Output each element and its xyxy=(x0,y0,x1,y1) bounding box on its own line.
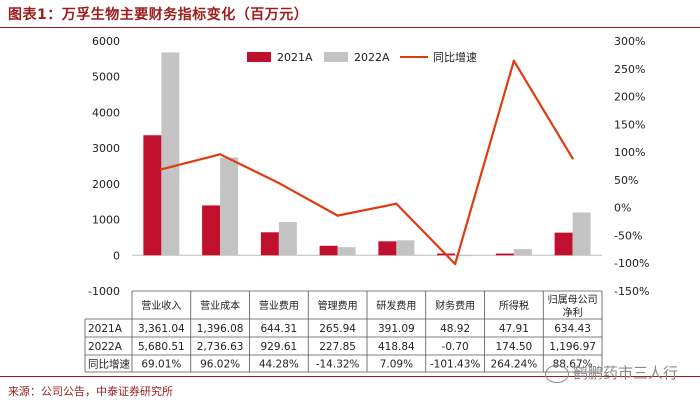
y-right-tick-label: 300% xyxy=(614,35,645,48)
y-right-tick-label: 250% xyxy=(614,63,645,76)
table-cell-value: -14.32% xyxy=(316,359,360,371)
bar-2022A xyxy=(572,212,591,256)
table-category-label: 管理费用 xyxy=(318,299,358,312)
table-category-label: 营业收入 xyxy=(141,299,181,312)
legend-swatch-2021A xyxy=(247,52,271,62)
bar-2021A xyxy=(378,241,397,256)
table-cell-value: 644.31 xyxy=(261,323,298,335)
table-cell-value: -101.43% xyxy=(430,359,481,371)
legend-label-2022A: 2022A xyxy=(354,51,390,64)
bar-2022A xyxy=(220,157,239,256)
watermark: 鹤鹏药市三人行 xyxy=(545,362,678,383)
table-cell-value: 69.01% xyxy=(141,359,181,371)
y-right-tick-label: 200% xyxy=(614,91,645,104)
line-point xyxy=(160,168,163,171)
bar-2022A xyxy=(396,240,415,256)
y-right-tick-label: -50% xyxy=(614,229,642,242)
y-left-tick-label: 4000 xyxy=(92,106,120,119)
wechat-icon xyxy=(545,364,569,383)
y-right-tick-label: 0% xyxy=(614,202,631,215)
bar-2021A xyxy=(495,253,514,256)
table-cell-value: 5,680.51 xyxy=(138,341,185,353)
table-row-header: 2022A xyxy=(88,341,123,353)
table-cell-value: 2,736.63 xyxy=(197,341,244,353)
chart-area: -1000 0 1000 2000 3000 4000 5000 6000 -150% -100%… xyxy=(84,35,649,373)
bar-2021A xyxy=(554,232,573,256)
line-point xyxy=(277,181,281,185)
bar-2021A xyxy=(260,232,279,256)
table-cell-value: -0.70 xyxy=(442,341,469,353)
table-cell-value: 7.09% xyxy=(380,359,413,371)
line-point xyxy=(395,202,398,205)
table-row-header: 2021A xyxy=(88,323,123,335)
table-cell-value: 1,396.08 xyxy=(197,323,244,335)
table-cell-value: 48.92 xyxy=(440,323,470,335)
table-cell-value: 47.91 xyxy=(499,323,529,335)
table-cell-value: 44.28% xyxy=(259,359,299,371)
table-cell-value: 391.09 xyxy=(378,323,415,335)
table-cell-value: 227.85 xyxy=(319,341,356,353)
table-cell-value: 265.94 xyxy=(319,323,356,335)
y-left-tick-label: -1000 xyxy=(88,285,120,298)
table-category-label: 归属母公司 xyxy=(548,293,598,306)
bar-2022A xyxy=(278,222,297,256)
legend-label-growth: 同比增速 xyxy=(433,50,477,64)
y-right-tick-label: 100% xyxy=(614,146,645,159)
table-category-label: 研发费用 xyxy=(376,299,416,312)
table-cell-value: 634.43 xyxy=(554,323,591,335)
y-left-tick-label: 0 xyxy=(113,249,120,262)
table-cell-value: 1,196.97 xyxy=(549,341,596,353)
line-point xyxy=(512,59,516,63)
table-cell-value: 3,361.04 xyxy=(138,323,185,335)
bar-2021A xyxy=(319,245,338,256)
bar-2021A xyxy=(202,205,221,256)
table-cell-value: 96.02% xyxy=(200,359,240,371)
y-right-tick-label: 50% xyxy=(614,174,638,187)
bar-2022A xyxy=(455,255,474,257)
table-cell-value: 264.24% xyxy=(491,359,538,371)
y-left-tick-label: 1000 xyxy=(92,214,120,227)
bar-2022A xyxy=(337,247,356,256)
table-category-label: 财务费用 xyxy=(435,299,475,312)
table-cell-value: 174.50 xyxy=(496,341,533,353)
line-point xyxy=(453,262,457,266)
line-point xyxy=(571,157,574,160)
bar-2022A xyxy=(513,249,532,256)
line-point xyxy=(336,214,339,217)
chart-title: 图表1：万孚生物主要财务指标变化（百万元） xyxy=(8,7,309,23)
y-left-tick-label: 6000 xyxy=(92,35,120,48)
y-left-tick-label: 3000 xyxy=(92,142,120,155)
bar-2021A xyxy=(143,135,162,256)
watermark-text: 鹤鹏药市三人行 xyxy=(573,364,679,382)
table-category-label: 净利 xyxy=(563,306,583,319)
y-right-tick-label: 150% xyxy=(614,118,645,131)
line-同比增速 xyxy=(161,59,574,266)
y-left-tick-label: 2000 xyxy=(92,178,120,191)
table-cell-value: 418.84 xyxy=(378,341,415,353)
y-right-tick-label: -150% xyxy=(614,285,649,298)
y-right-tick-label: -100% xyxy=(614,257,649,270)
legend-label-2021A: 2021A xyxy=(277,51,313,64)
table-row-header: 同比增速 xyxy=(88,358,130,371)
legend-swatch-2022A xyxy=(324,52,348,62)
table-category-label: 营业成本 xyxy=(200,299,240,312)
y-left-tick-label: 5000 xyxy=(92,71,120,84)
source-note: 来源：公司公告，中泰证券研究所 xyxy=(8,385,173,398)
source-divider xyxy=(0,376,700,377)
table-cell-value: 929.61 xyxy=(261,341,298,353)
table-category-label: 所得税 xyxy=(499,299,529,312)
bar-2022A xyxy=(161,52,180,256)
title-bar: 图表1：万孚生物主要财务指标变化（百万元） xyxy=(0,0,700,28)
table-category-label: 营业费用 xyxy=(259,299,299,312)
line-point xyxy=(218,153,222,156)
